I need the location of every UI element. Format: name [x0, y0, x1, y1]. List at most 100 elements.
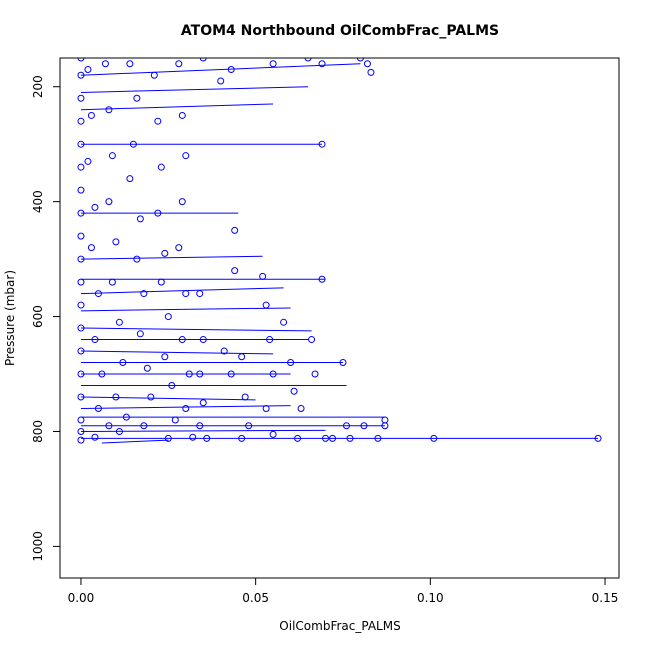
- data-point: [77, 58, 85, 62]
- data-point: [115, 427, 123, 435]
- data-point: [346, 434, 354, 442]
- data-point: [112, 393, 120, 401]
- data-point: [182, 152, 190, 160]
- data-point: [105, 198, 113, 206]
- data-point: [294, 434, 302, 442]
- data-point: [112, 238, 120, 246]
- data-point: [133, 94, 141, 102]
- data-point: [119, 359, 127, 367]
- data-point: [245, 422, 253, 430]
- series-line-segment: [80, 307, 291, 312]
- data-point: [231, 226, 239, 234]
- data-point: [77, 347, 85, 355]
- data-point: [105, 422, 113, 430]
- y-tick-label: 800: [31, 420, 45, 443]
- data-point: [94, 404, 102, 412]
- data-point: [77, 140, 85, 148]
- data-point: [77, 163, 85, 171]
- series-line-segment: [80, 287, 284, 295]
- data-point: [77, 71, 85, 79]
- data-point: [287, 359, 295, 367]
- data-point: [143, 364, 151, 372]
- data-point: [227, 65, 235, 73]
- data-point: [77, 324, 85, 332]
- data-point: [77, 436, 85, 444]
- y-axis: 200 400 600 800 1000: [31, 75, 61, 562]
- data-point: [77, 301, 85, 309]
- data-point: [154, 209, 162, 217]
- data-point: [363, 60, 371, 68]
- data-point: [91, 433, 99, 441]
- data-point: [91, 203, 99, 211]
- data-point: [77, 393, 85, 401]
- data-point: [136, 330, 144, 338]
- data-point: [150, 71, 158, 79]
- data-point: [238, 353, 246, 361]
- y-axis-label: Pressure (mbar): [3, 270, 17, 366]
- data-point: [185, 370, 193, 378]
- x-axis: 0.00 0.05 0.10 0.15: [68, 577, 618, 605]
- data-point: [196, 290, 204, 298]
- data-point: [164, 313, 172, 321]
- data-point: [161, 353, 169, 361]
- data-point: [175, 244, 183, 252]
- series-line-segment: [80, 396, 256, 401]
- data-point: [381, 422, 389, 430]
- data-point: [178, 111, 186, 119]
- data-point: [77, 186, 85, 194]
- data-point: [430, 434, 438, 442]
- data-point: [356, 58, 364, 62]
- data-point: [171, 416, 179, 424]
- data-point: [108, 278, 116, 286]
- data-point: [140, 290, 148, 298]
- data-point: [77, 416, 85, 424]
- data-point: [297, 404, 305, 412]
- data-point: [140, 422, 148, 430]
- data-point: [77, 427, 85, 435]
- data-point: [381, 416, 389, 424]
- data-point: [178, 198, 186, 206]
- data-point: [259, 272, 267, 280]
- data-point: [157, 278, 165, 286]
- data-point: [318, 60, 326, 68]
- y-tick-label: 200: [31, 75, 45, 98]
- series-line-segment: [80, 327, 312, 332]
- data-point: [157, 163, 165, 171]
- data-point: [199, 336, 207, 344]
- data-point: [308, 336, 316, 344]
- plot-frame: [59, 57, 620, 579]
- y-tick-label: 600: [31, 305, 45, 328]
- data-point: [168, 382, 176, 390]
- x-tick-label: 0.05: [242, 591, 269, 605]
- data-point: [182, 290, 190, 298]
- data-point: [196, 370, 204, 378]
- data-point: [196, 422, 204, 430]
- data-point: [108, 152, 116, 160]
- data-point: [77, 94, 85, 102]
- data-point: [115, 318, 123, 326]
- data-point: [269, 370, 277, 378]
- data-point: [318, 140, 326, 148]
- data-point: [77, 232, 85, 240]
- data-point: [311, 370, 319, 378]
- data-point: [594, 434, 602, 442]
- data-point: [77, 117, 85, 125]
- series-line-segment: [80, 63, 361, 76]
- data-point: [374, 434, 382, 442]
- data-point: [339, 359, 347, 367]
- data-point: [199, 399, 207, 407]
- data-point: [105, 106, 113, 114]
- data-point: [87, 244, 95, 252]
- data-point: [227, 370, 235, 378]
- data-point: [189, 433, 197, 441]
- data-point: [84, 65, 92, 73]
- data-point: [360, 422, 368, 430]
- data-point: [91, 336, 99, 344]
- data-point: [238, 434, 246, 442]
- data-point: [367, 68, 375, 76]
- data-point: [241, 393, 249, 401]
- data-point: [122, 413, 130, 421]
- data-point: [182, 404, 190, 412]
- series-line-segment: [101, 439, 169, 444]
